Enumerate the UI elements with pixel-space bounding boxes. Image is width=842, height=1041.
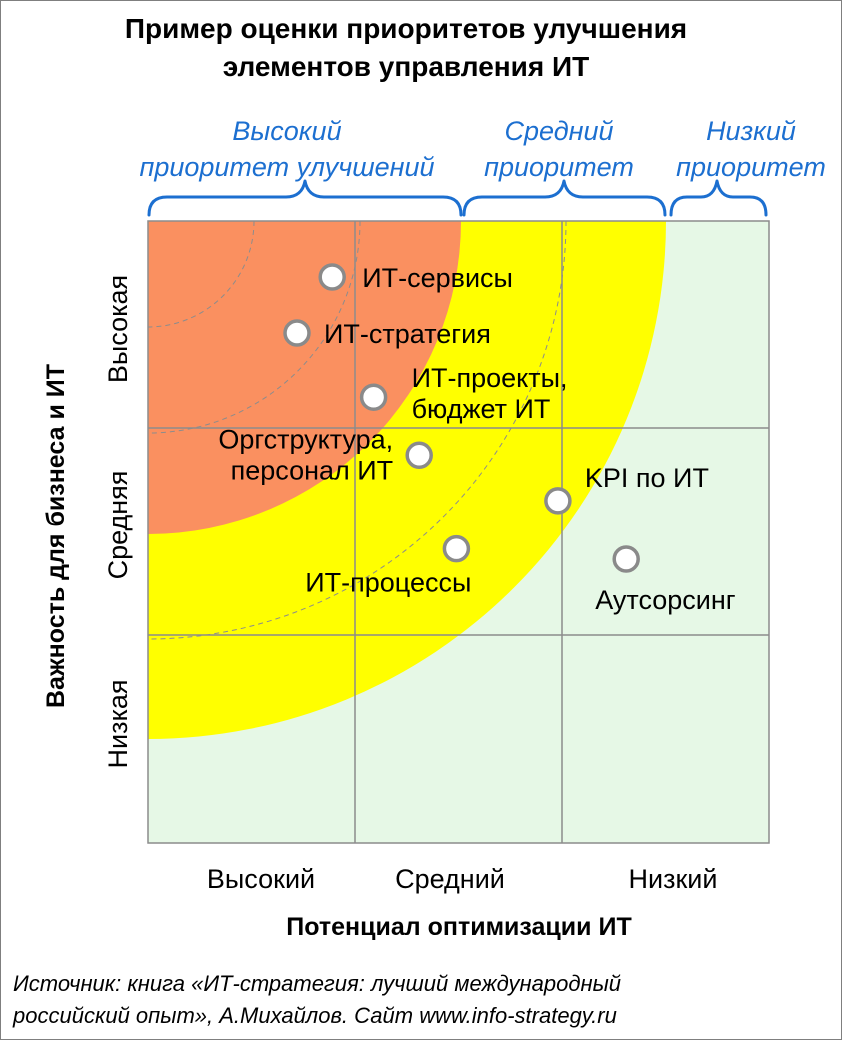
diagram-title-line2: элементов управления ИТ <box>223 51 590 82</box>
data-point-label: Оргструктура, <box>218 424 393 454</box>
x-tick-low: Низкий <box>629 864 718 894</box>
high-priority-label-line1: Высокий <box>232 116 341 146</box>
y-tick-low: Низкая <box>103 679 133 768</box>
data-point-label: KPI по ИТ <box>585 463 709 493</box>
plot-border <box>147 220 770 844</box>
y-tick-high: Высокая <box>103 275 133 383</box>
x-tick-high: Высокий <box>207 864 315 894</box>
data-point-label: ИТ-сервисы <box>362 263 513 293</box>
data-point-marker <box>318 263 346 291</box>
data-point-label: Аутсорсинг <box>595 585 736 615</box>
data-point-marker <box>405 441 433 470</box>
high-priority-brace <box>147 179 463 217</box>
data-point-label: ИТ-проекты, <box>412 363 568 393</box>
y-axis-title: Важность для бизнеса и ИТ <box>42 364 70 708</box>
data-point-label: ИТ-процессы <box>305 568 471 598</box>
data-point-marker <box>612 545 640 573</box>
y-tick-medium: Средняя <box>103 471 133 580</box>
source-note-line1: Источник: книга «ИТ-стратегия: лучший ме… <box>13 971 621 996</box>
high-priority-label-line2: приоритет улучшений <box>139 152 434 182</box>
data-point-marker <box>544 487 572 515</box>
data-point-label: ИТ-стратегия <box>324 319 491 349</box>
medium-priority-label-line2: приоритет <box>484 152 634 182</box>
data-point-marker <box>442 534 471 563</box>
x-tick-medium: Средний <box>395 864 505 894</box>
data-point-label: персонал ИТ <box>231 455 394 485</box>
data-point-marker <box>283 319 311 347</box>
x-axis-title: Потенциал оптимизации ИТ <box>286 913 631 941</box>
data-points: ИТ-сервисы ИТ-стратегия ИТ-проекты,бюджет … <box>218 263 735 615</box>
data-point-marker <box>359 383 388 411</box>
low-priority-label-line1: Низкий <box>706 116 796 146</box>
low-priority-label-line2: приоритет <box>676 152 826 182</box>
medium-priority-label-line1: Средний <box>504 116 613 146</box>
diagram-title-line1: Пример оценки приоритетов улучшения <box>125 13 687 44</box>
low-priority-brace <box>669 179 768 217</box>
medium-priority-brace <box>462 179 667 217</box>
high-priority-zone <box>148 221 461 534</box>
source-note-line2: российский опыт», А.Михайлов. Сайт www.i… <box>12 1003 617 1028</box>
data-point-label: бюджет ИТ <box>412 394 551 424</box>
plot-area <box>148 221 769 843</box>
